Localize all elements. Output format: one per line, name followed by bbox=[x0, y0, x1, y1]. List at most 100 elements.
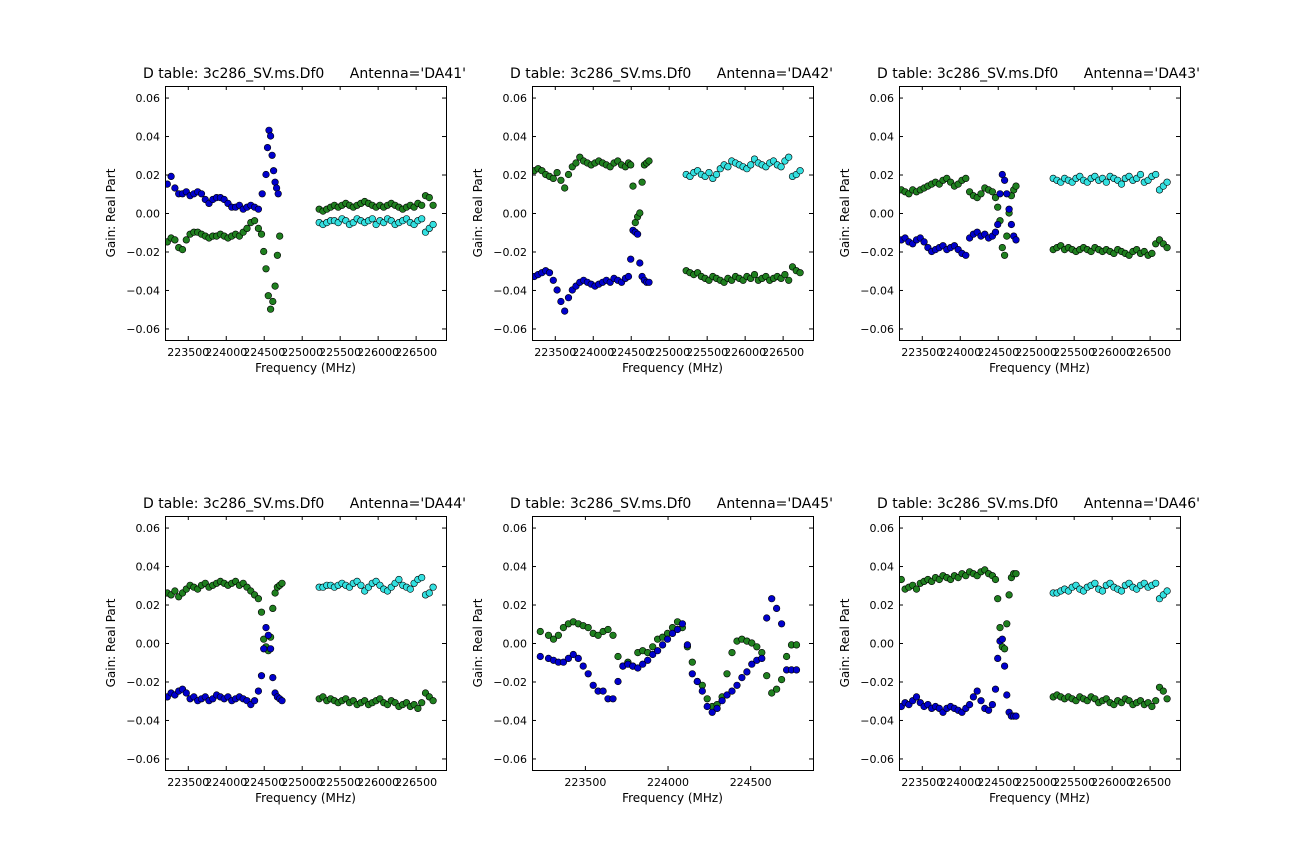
data-point bbox=[753, 643, 761, 651]
data-point bbox=[624, 272, 633, 281]
data-point bbox=[1000, 662, 1009, 670]
data-point bbox=[171, 587, 179, 595]
data-point bbox=[977, 190, 985, 198]
data-point bbox=[912, 585, 921, 593]
data-point bbox=[1012, 182, 1020, 190]
y-tick-label: 0.04 bbox=[503, 561, 528, 574]
chart-panel-5: 0.06 0.04 0.02 0.00 −0.02 −0.04 −0.06 223500 224… bbox=[471, 496, 833, 805]
data-point bbox=[599, 687, 607, 695]
data-point bbox=[777, 620, 786, 628]
y-tick-label: 0.06 bbox=[136, 522, 161, 535]
data-point bbox=[254, 205, 262, 213]
data-point bbox=[549, 635, 558, 643]
data-point bbox=[782, 652, 791, 661]
data-point bbox=[705, 169, 713, 177]
y-tick-label: 0.00 bbox=[870, 208, 895, 221]
data-point bbox=[1152, 697, 1160, 705]
x-tick-label: 224000 bbox=[572, 346, 614, 359]
data-point bbox=[429, 583, 437, 591]
y-tick-label: 0.04 bbox=[870, 561, 895, 574]
data-point bbox=[429, 697, 437, 705]
data-point bbox=[673, 625, 682, 634]
data-point bbox=[792, 666, 801, 674]
data-point bbox=[254, 595, 262, 603]
y-tick-label: 0.02 bbox=[503, 169, 528, 182]
data-point bbox=[708, 708, 716, 716]
plot-frame bbox=[165, 86, 447, 341]
data-point bbox=[1159, 687, 1167, 695]
data-point bbox=[1148, 249, 1156, 257]
data-point bbox=[554, 631, 563, 639]
data-point bbox=[557, 176, 565, 184]
data-point bbox=[269, 604, 277, 613]
data-point bbox=[564, 294, 573, 302]
data-point bbox=[269, 297, 277, 306]
chart-title: D table: 3c286_SV.ms.Df0 bbox=[510, 496, 691, 512]
data-point bbox=[768, 595, 776, 603]
y-tick-label: −0.06 bbox=[493, 323, 527, 336]
markers bbox=[899, 170, 1171, 259]
data-point bbox=[1163, 244, 1171, 252]
data-point bbox=[260, 645, 268, 653]
data-point bbox=[178, 246, 187, 254]
data-point bbox=[748, 660, 756, 668]
data-point bbox=[633, 230, 642, 238]
data-point bbox=[678, 620, 687, 628]
data-point bbox=[1163, 587, 1171, 595]
x-axis-label: Frequency (MHz) bbox=[989, 361, 1090, 375]
data-point bbox=[668, 629, 677, 638]
x-tick-label: 226500 bbox=[395, 776, 437, 789]
data-point bbox=[796, 167, 804, 175]
data-point bbox=[251, 697, 259, 705]
data-point bbox=[564, 170, 573, 179]
data-point bbox=[594, 631, 602, 639]
data-point bbox=[1003, 190, 1011, 198]
chart-panel-6: 0.060.040.020.00−0.02−0.04−0.06223500224… bbox=[838, 496, 1200, 805]
data-point bbox=[763, 614, 771, 622]
data-point bbox=[683, 641, 692, 649]
plot-frame bbox=[899, 86, 1181, 341]
x-tick-label: 225500 bbox=[1053, 776, 1095, 789]
x-tick-label: 225500 bbox=[1053, 346, 1095, 359]
data-point bbox=[258, 190, 266, 198]
y-tick-label: −0.06 bbox=[126, 323, 160, 336]
data-point bbox=[781, 271, 789, 279]
data-point bbox=[969, 693, 978, 701]
x-tick-label: 225000 bbox=[281, 346, 323, 359]
data-point bbox=[579, 662, 587, 670]
data-point bbox=[772, 685, 781, 693]
markers bbox=[899, 566, 1171, 720]
x-axis-label: Frequency (MHz) bbox=[255, 791, 356, 805]
x-tick-label: 225000 bbox=[648, 346, 690, 359]
data-point bbox=[1000, 251, 1009, 259]
antenna-label: Antenna='DA44' bbox=[350, 496, 466, 512]
chart-panel-1: 0.060.040.020.00−0.02−0.04−0.06223500224… bbox=[104, 66, 466, 375]
data-point bbox=[267, 305, 275, 313]
x-tick-label: 225000 bbox=[281, 776, 323, 789]
x-tick-label: 223500 bbox=[167, 346, 209, 359]
data-point bbox=[998, 635, 1006, 643]
data-point bbox=[1005, 205, 1013, 213]
y-axis-label: Gain: Real Part bbox=[471, 598, 485, 687]
y-tick-label: −0.06 bbox=[493, 753, 527, 766]
data-point bbox=[1163, 178, 1171, 186]
y-tick-label: 0.02 bbox=[870, 599, 895, 612]
data-point bbox=[564, 654, 573, 663]
y-axis-label: Gain: Real Part bbox=[104, 598, 118, 687]
x-tick-label: 224500 bbox=[610, 346, 652, 359]
data-point bbox=[559, 658, 568, 666]
chart-title: D table: 3c286_SV.ms.Df0 bbox=[143, 66, 324, 82]
data-point bbox=[271, 282, 279, 290]
data-point bbox=[257, 230, 266, 238]
data-point bbox=[693, 677, 701, 686]
x-axis-label: Frequency (MHz) bbox=[622, 791, 723, 805]
plot-frame bbox=[165, 516, 447, 771]
data-point bbox=[1102, 178, 1110, 186]
y-tick-label: −0.02 bbox=[860, 676, 894, 689]
data-point bbox=[750, 271, 759, 279]
data-point bbox=[182, 236, 190, 244]
x-axis-label: Frequency (MHz) bbox=[622, 361, 723, 375]
y-tick-label: 0.02 bbox=[870, 169, 895, 182]
x-tick-label: 226000 bbox=[1091, 346, 1133, 359]
